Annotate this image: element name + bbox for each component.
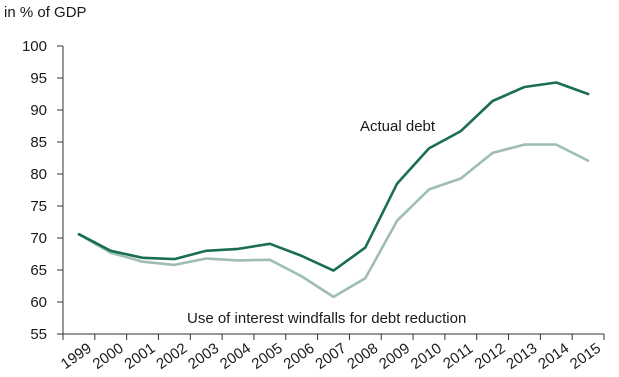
y-tick-label: 65 [30, 262, 47, 279]
x-tick-label: 2003 [185, 340, 222, 373]
y-tick-label: 55 [30, 326, 47, 343]
x-tick-label: 2015 [567, 340, 604, 373]
series-line-1 [77, 143, 590, 299]
y-tick-label: 60 [30, 294, 47, 311]
x-tick-label: 2013 [503, 340, 540, 373]
series-annotation-1: Use of interest windfalls for debt reduc… [187, 310, 466, 327]
x-tick-label: 1999 [58, 340, 95, 373]
x-tick-label: 2014 [535, 340, 572, 373]
y-tick-label: 100 [22, 38, 47, 55]
series-line-0 [77, 81, 590, 272]
x-tick-label: 2012 [471, 340, 508, 373]
y-tick-label: 80 [30, 166, 47, 183]
x-tick-label: 2005 [249, 340, 286, 373]
x-tick-label: 2002 [153, 340, 190, 373]
y-tick-label: 70 [30, 230, 47, 247]
y-tick-label: 85 [30, 134, 47, 151]
y-tick-label: 90 [30, 102, 47, 119]
y-axis-unit-label: in % of GDP [4, 4, 87, 21]
x-tick-label: 2009 [376, 340, 413, 373]
x-tick-label: 2000 [90, 340, 127, 373]
x-tick-label: 2007 [312, 340, 349, 373]
x-tick-label: 2001 [121, 340, 158, 373]
x-tick-label: 2010 [408, 340, 445, 373]
series-annotation-0: Actual debt [360, 118, 436, 135]
x-tick-label: 2008 [344, 340, 381, 373]
x-tick-label: 2004 [217, 340, 254, 373]
y-tick-label: 95 [30, 70, 47, 87]
x-tick-label: 2011 [440, 340, 476, 372]
y-tick-label: 75 [30, 198, 47, 215]
x-tick-label: 2006 [281, 340, 318, 373]
